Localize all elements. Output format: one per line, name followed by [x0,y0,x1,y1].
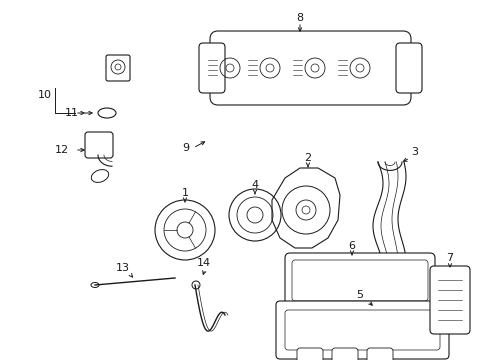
FancyBboxPatch shape [331,348,357,360]
Text: 7: 7 [446,253,453,263]
FancyBboxPatch shape [291,260,427,301]
FancyBboxPatch shape [275,301,448,359]
FancyBboxPatch shape [395,43,421,93]
Text: 2: 2 [304,153,311,163]
FancyBboxPatch shape [366,348,392,360]
Text: 14: 14 [197,258,211,268]
Text: 8: 8 [296,13,303,23]
Text: 4: 4 [251,180,258,190]
FancyBboxPatch shape [285,310,439,350]
Text: 10: 10 [38,90,52,100]
Text: 6: 6 [348,241,355,251]
Text: 9: 9 [182,143,189,153]
Text: 13: 13 [116,263,130,273]
Text: 5: 5 [356,290,363,300]
FancyBboxPatch shape [106,55,130,81]
FancyBboxPatch shape [429,266,469,334]
Text: 3: 3 [411,147,418,157]
FancyBboxPatch shape [285,253,434,308]
Text: 11: 11 [65,108,79,118]
FancyBboxPatch shape [199,43,224,93]
FancyBboxPatch shape [296,348,323,360]
FancyBboxPatch shape [209,31,410,105]
FancyBboxPatch shape [85,132,113,158]
Text: 12: 12 [55,145,69,155]
Text: 1: 1 [181,188,188,198]
